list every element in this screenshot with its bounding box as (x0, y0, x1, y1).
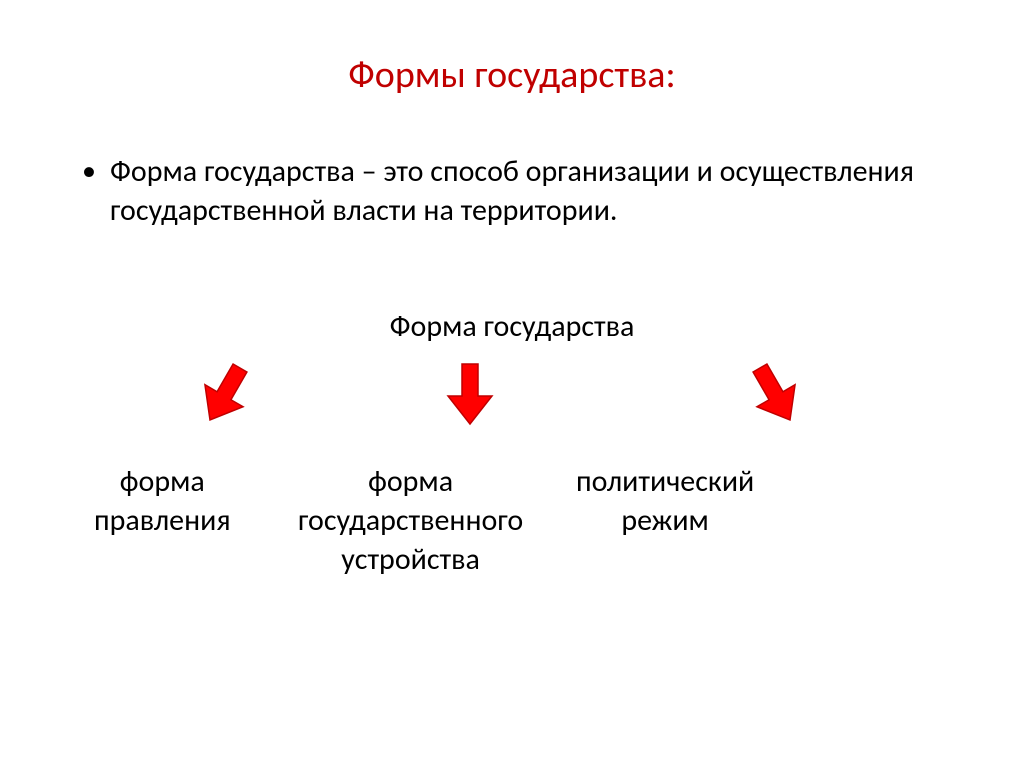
arrow-down-icon (440, 358, 500, 430)
slide: Формы государства: • Форма государства –… (0, 0, 1024, 767)
definition-text: Форма государства – это способ организац… (110, 152, 952, 230)
category-label: форма правления (94, 462, 231, 540)
bullet-item: • Форма государства – это способ организ… (82, 152, 952, 230)
body-text-block: • Форма государства – это способ организ… (82, 152, 952, 230)
slide-title: Формы государства: (0, 52, 1024, 98)
category-label: форма государственного устройства (298, 462, 523, 579)
arrow-down-icon (731, 348, 819, 440)
bullet-dot: • (82, 152, 110, 190)
arrow-down-icon (181, 348, 269, 440)
diagram-root-label: Форма государства (0, 308, 1024, 345)
category-label: политический режим (576, 462, 754, 540)
